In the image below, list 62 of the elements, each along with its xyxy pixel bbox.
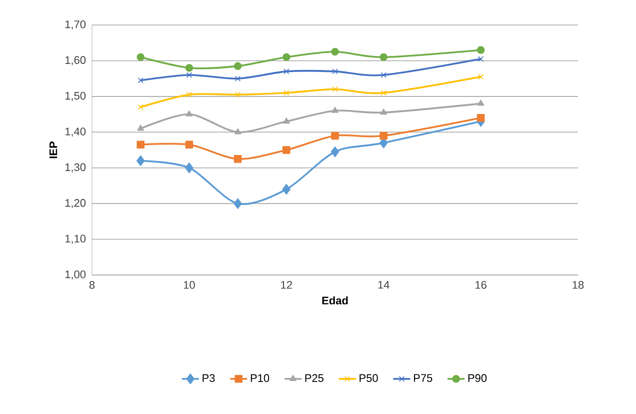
y-tick-label: 1,10 [65, 234, 86, 244]
point [476, 114, 485, 122]
point [284, 90, 290, 96]
y-tick-label: 1,30 [65, 163, 86, 172]
point [380, 108, 388, 115]
point [477, 100, 484, 106]
point [478, 56, 484, 62]
y-tick-label: 1,70 [65, 20, 86, 30]
point [136, 140, 144, 149]
point [284, 68, 290, 74]
x-tick-label: 10 [184, 280, 195, 289]
point [282, 53, 290, 62]
legend-label: P3 [202, 374, 215, 382]
point [380, 132, 388, 140]
point [234, 62, 242, 70]
y-tick-label: 1,50 [65, 92, 86, 101]
point [331, 132, 339, 140]
point [476, 46, 485, 54]
y-tick-label: 1,20 [65, 199, 86, 208]
point [234, 155, 242, 163]
x-tick-label: 16 [476, 280, 486, 289]
point [380, 53, 388, 62]
point [330, 146, 340, 158]
point [332, 68, 338, 74]
point [137, 124, 144, 131]
point [186, 72, 192, 78]
point [332, 86, 338, 92]
point [138, 77, 144, 84]
point [185, 140, 194, 149]
legend-label: P90 [468, 374, 487, 382]
point [282, 146, 290, 154]
point [136, 155, 145, 166]
point [234, 76, 241, 82]
x-tick-label: 12 [281, 280, 292, 289]
point [185, 162, 194, 174]
legend-label: P75 [414, 374, 432, 382]
legend-label: P10 [250, 374, 270, 382]
x-tick-label: 8 [89, 280, 95, 289]
point [234, 198, 242, 209]
y-tick-label: 1,00 [65, 270, 86, 280]
point [186, 110, 193, 116]
legend-label: P25 [305, 374, 324, 382]
y-axis-title: IEP [50, 142, 58, 158]
point [185, 64, 194, 72]
point [136, 53, 144, 62]
point [282, 184, 291, 195]
legend-label: P50 [360, 374, 378, 382]
point [331, 48, 339, 56]
point [380, 90, 386, 96]
point [282, 118, 290, 124]
y-tick-label: 1,40 [65, 128, 86, 137]
x-tick-label: 14 [378, 280, 390, 289]
y-tick-label: 1,60 [65, 56, 86, 66]
point [186, 92, 192, 98]
point [380, 72, 386, 78]
point [138, 104, 144, 110]
point [234, 128, 242, 134]
point [332, 106, 338, 113]
point [478, 74, 484, 80]
point [234, 92, 241, 98]
x-axis-title: Edad [322, 296, 348, 304]
x-tick-label: 18 [572, 280, 584, 289]
